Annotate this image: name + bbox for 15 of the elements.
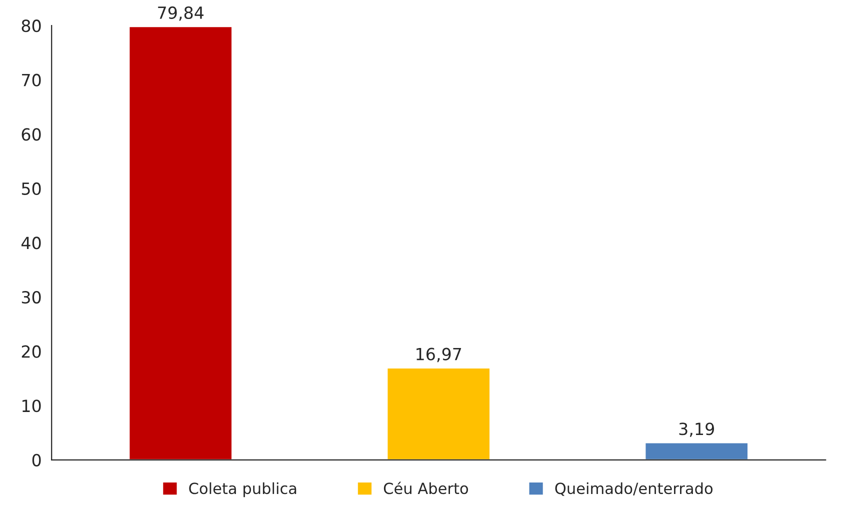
data-label: 79,84 <box>158 6 204 21</box>
y-tick-label: 60 <box>22 128 41 141</box>
y-tick-label: 40 <box>21 236 41 250</box>
y-tick-label: 30 <box>22 290 41 304</box>
y-tick-label: 10 <box>22 400 41 412</box>
y-tick-label: 70 <box>22 74 41 86</box>
legend-label: Queimado/enterrado <box>555 482 713 496</box>
data-label: 3,19 <box>679 422 714 437</box>
y-tick-label: 50 <box>22 182 41 195</box>
data-label: 16,97 <box>416 348 462 362</box>
y-tick-label: 20 <box>22 345 41 358</box>
legend-label: Céu Aberto <box>384 482 468 494</box>
y-tick-label: 80 <box>22 20 41 32</box>
legend-label: Coleta publica <box>189 482 296 498</box>
y-tick-label: 0 <box>32 454 41 466</box>
